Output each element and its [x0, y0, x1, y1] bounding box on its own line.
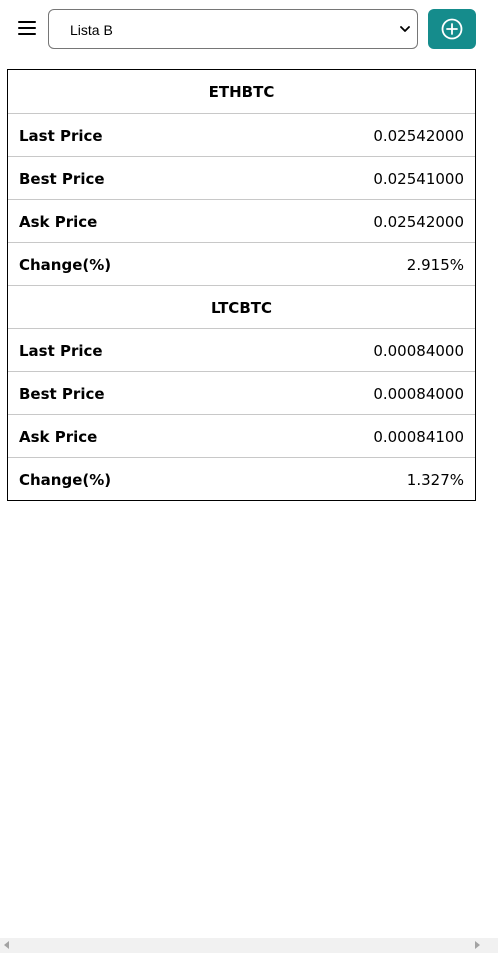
table-row: Last Price 0.00084000 — [8, 328, 475, 371]
row-value: 0.02542000 — [373, 127, 464, 145]
list-select-value: Lista B — [70, 22, 113, 38]
chevron-down-icon — [400, 26, 410, 32]
plus-circle-icon — [441, 18, 463, 40]
row-label: Last Price — [19, 127, 103, 145]
ticker-symbol: ETHBTC — [208, 83, 275, 101]
table-row: Best Price 0.02541000 — [8, 156, 475, 199]
row-value: 2.915% — [406, 256, 464, 274]
row-label: Best Price — [19, 170, 105, 188]
row-value: 0.00084000 — [373, 342, 464, 360]
list-select[interactable]: Lista B — [48, 9, 418, 49]
ticker-header-row: ETHBTC — [8, 70, 475, 113]
row-value: 0.02541000 — [373, 170, 464, 188]
row-value: 0.00084100 — [373, 428, 464, 446]
horizontal-scrollbar[interactable] — [0, 938, 498, 953]
table-row: Last Price 0.02542000 — [8, 113, 475, 156]
ticker-symbol: LTCBTC — [211, 299, 272, 317]
scroll-left-arrow-icon[interactable] — [4, 941, 9, 949]
table-row: Ask Price 0.02542000 — [8, 199, 475, 242]
row-value: 1.327% — [406, 471, 464, 489]
ticker-header-row: LTCBTC — [8, 285, 475, 328]
add-list-button[interactable] — [428, 9, 476, 49]
menu-line — [18, 27, 36, 29]
row-value: 0.00084000 — [373, 385, 464, 403]
row-label: Last Price — [19, 342, 103, 360]
row-label: Change(%) — [19, 471, 112, 489]
row-label: Change(%) — [19, 256, 112, 274]
row-label: Best Price — [19, 385, 105, 403]
row-value: 0.02542000 — [373, 213, 464, 231]
table-row: Best Price 0.00084000 — [8, 371, 475, 414]
table-row: Change(%) 1.327% — [8, 457, 475, 500]
table-row: Change(%) 2.915% — [8, 242, 475, 285]
scroll-right-arrow-icon[interactable] — [475, 941, 480, 949]
menu-line — [18, 33, 36, 35]
top-bar: Lista B — [0, 0, 498, 60]
table-row: Ask Price 0.00084100 — [8, 414, 475, 457]
row-label: Ask Price — [19, 213, 98, 231]
hamburger-menu-icon[interactable] — [16, 18, 38, 38]
ticker-table: ETHBTC Last Price 0.02542000 Best Price … — [7, 69, 476, 501]
row-label: Ask Price — [19, 428, 98, 446]
menu-line — [18, 21, 36, 23]
